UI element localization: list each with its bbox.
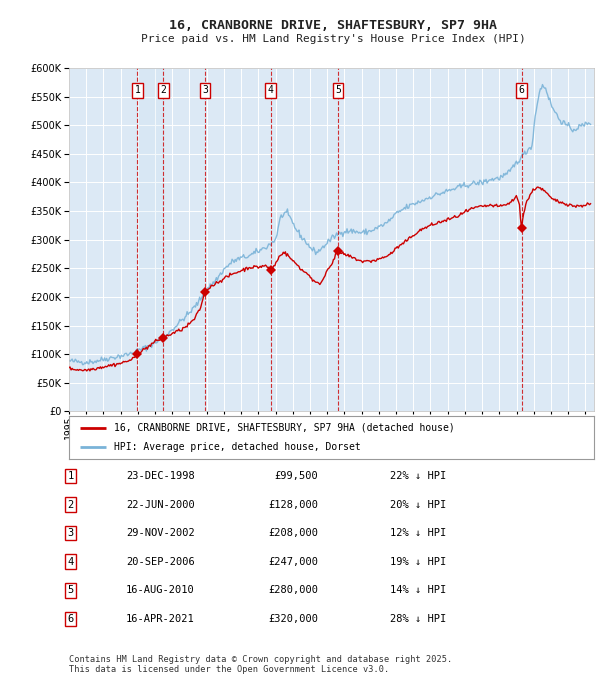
Text: 22-JUN-2000: 22-JUN-2000 xyxy=(126,500,195,509)
Text: 19% ↓ HPI: 19% ↓ HPI xyxy=(390,557,446,566)
Text: £247,000: £247,000 xyxy=(268,557,318,566)
Text: 29-NOV-2002: 29-NOV-2002 xyxy=(126,528,195,538)
Text: 14% ↓ HPI: 14% ↓ HPI xyxy=(390,585,446,595)
Text: 20% ↓ HPI: 20% ↓ HPI xyxy=(390,500,446,509)
Text: 4: 4 xyxy=(268,85,274,95)
Text: 16-APR-2021: 16-APR-2021 xyxy=(126,614,195,624)
Text: 16, CRANBORNE DRIVE, SHAFTESBURY, SP7 9HA: 16, CRANBORNE DRIVE, SHAFTESBURY, SP7 9H… xyxy=(169,18,497,32)
Text: 6: 6 xyxy=(68,614,74,624)
Text: £208,000: £208,000 xyxy=(268,528,318,538)
Bar xyxy=(137,68,163,411)
Text: £128,000: £128,000 xyxy=(268,500,318,509)
Text: Price paid vs. HM Land Registry's House Price Index (HPI): Price paid vs. HM Land Registry's House … xyxy=(140,34,526,44)
Text: Contains HM Land Registry data © Crown copyright and database right 2025.: Contains HM Land Registry data © Crown c… xyxy=(69,655,452,664)
Text: This data is licensed under the Open Government Licence v3.0.: This data is licensed under the Open Gov… xyxy=(69,665,389,675)
Text: £99,500: £99,500 xyxy=(274,471,318,481)
Text: 5: 5 xyxy=(335,85,341,95)
Text: 1: 1 xyxy=(134,85,140,95)
Text: 28% ↓ HPI: 28% ↓ HPI xyxy=(390,614,446,624)
Text: £280,000: £280,000 xyxy=(268,585,318,595)
Text: 12% ↓ HPI: 12% ↓ HPI xyxy=(390,528,446,538)
Text: HPI: Average price, detached house, Dorset: HPI: Average price, detached house, Dors… xyxy=(113,443,361,452)
Text: 5: 5 xyxy=(68,585,74,595)
Text: 22% ↓ HPI: 22% ↓ HPI xyxy=(390,471,446,481)
Text: 23-DEC-1998: 23-DEC-1998 xyxy=(126,471,195,481)
Text: 1: 1 xyxy=(68,471,74,481)
Text: £320,000: £320,000 xyxy=(268,614,318,624)
Text: 6: 6 xyxy=(518,85,524,95)
Text: 20-SEP-2006: 20-SEP-2006 xyxy=(126,557,195,566)
Text: 3: 3 xyxy=(202,85,208,95)
Text: 2: 2 xyxy=(160,85,166,95)
Text: 16, CRANBORNE DRIVE, SHAFTESBURY, SP7 9HA (detached house): 16, CRANBORNE DRIVE, SHAFTESBURY, SP7 9H… xyxy=(113,423,454,432)
Text: 16-AUG-2010: 16-AUG-2010 xyxy=(126,585,195,595)
Text: 4: 4 xyxy=(68,557,74,566)
Text: 2: 2 xyxy=(68,500,74,509)
Text: 3: 3 xyxy=(68,528,74,538)
